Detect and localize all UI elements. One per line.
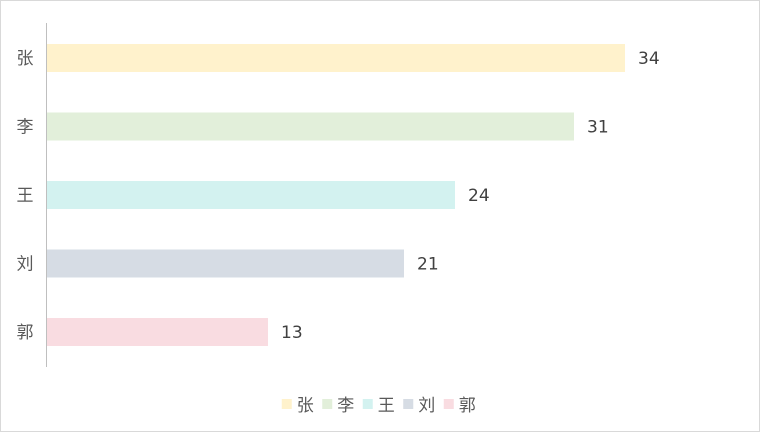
category-label: 刘 [17, 255, 34, 275]
category-label: 郭 [17, 323, 34, 343]
bar-5 [47, 318, 268, 346]
legend-label: 郭 [459, 396, 476, 416]
data-label: 31 [587, 118, 609, 138]
legend: 张李王刘郭 [281, 396, 476, 416]
legend-swatch [443, 399, 454, 409]
legend-swatch [403, 399, 414, 409]
bar-4 [47, 249, 404, 278]
data-label: 34 [638, 49, 660, 69]
data-label: 13 [281, 323, 303, 343]
legend-swatch [322, 399, 333, 409]
legend-label: 张 [297, 396, 314, 416]
bars-layer [47, 44, 625, 346]
category-label: 李 [17, 118, 34, 138]
bar-3 [47, 181, 455, 209]
labels-layer: 张 34 李 31 王 24 刘 21 郭 13 [17, 49, 660, 343]
data-label: 21 [417, 255, 439, 275]
bar-1 [47, 44, 625, 72]
category-label: 张 [17, 49, 34, 69]
legend-label: 刘 [418, 396, 435, 416]
bar-2 [47, 112, 574, 141]
legend-swatch [281, 399, 292, 409]
legend-label: 王 [378, 396, 395, 416]
legend-swatch [362, 399, 373, 409]
legend-label: 李 [337, 396, 354, 416]
data-label: 24 [468, 186, 490, 206]
category-label: 王 [17, 186, 34, 206]
